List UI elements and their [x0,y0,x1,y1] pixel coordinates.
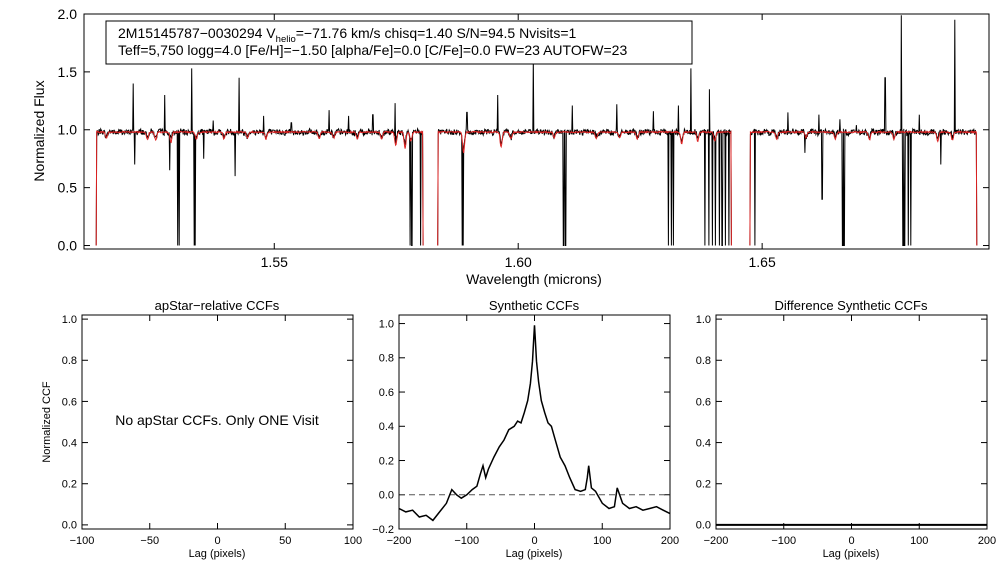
info-line-1-prefix: 2M15145787−0030294 V [118,25,276,41]
difference-ccf-x-tick-label: 0 [848,535,854,547]
difference-ccf-y-tick-label: 0.6 [696,396,711,408]
spectrum-x-tick-label: 1.55 [261,254,288,270]
difference-ccf-x-axis-label: Lag (pixels) [823,548,880,560]
spectrum-y-axis-label: Normalized Flux [31,80,47,181]
apstar-ccf-y-tick-label: 0.4 [62,437,77,449]
observed-spectrum-chip-3 [749,15,978,246]
synthetic-ccf-x-tick-label: −200 [387,535,412,547]
spectrum-y-tick-label: 0.5 [58,180,78,196]
synthetic-ccf-x-tick-label: −100 [454,535,479,547]
model-spectrum-chip-2 [437,129,732,246]
synthetic-ccf-y-tick-label: 0.2 [379,455,394,467]
difference-ccf-x-tick-label: −100 [771,535,796,547]
info-line-1-subscript: helio [276,34,296,45]
synthetic-ccf-y-tick-label: 0.4 [379,421,394,433]
apstar-ccf-x-tick-label: −50 [140,535,159,547]
info-line-1-suffix: =−71.76 km/s chisq=1.40 S/N=94.5 Nvisits… [296,25,577,41]
spectrum-panel: 1.55 1.60 1.65 0.0 0.5 1.0 1.5 2.0 2M15145787−0… [31,6,990,287]
difference-ccf-y-tick-label: 1.0 [696,314,711,326]
spectrum-x-tick-label: 1.60 [505,254,532,270]
apstar-ccf-x-tick-label: 50 [279,535,291,547]
apstar-ccf-y-tick-label: 0.0 [62,520,77,532]
spectrum-y-tick-label: 0.0 [58,237,78,253]
difference-ccf-y-tick-label: 0.2 [696,479,711,491]
apstar-ccf-title: apStar−relative CCFs [155,298,280,313]
spectrum-plot-frame [83,13,990,250]
info-line-2: Teff=5,750 logg=4.0 [Fe/H]=−1.50 [alpha/… [118,42,627,58]
synthetic-ccf-x-tick-label: 200 [661,535,679,547]
synthetic-ccf-y-tick-label: 1.0 [379,318,394,330]
spectrum-x-axis-label: Wavelength (microns) [466,271,602,287]
apstar-ccf-x-axis-label: Lag (pixels) [189,548,246,560]
apstar-ccf-annotation: No apStar CCFs. Only ONE Visit [115,412,319,428]
apstar-ccf-y-axis-label: Normalized CCF [41,381,53,463]
synthetic-ccf-series [398,325,671,522]
synthetic-ccf-y-tick-label: −0.2 [372,524,394,536]
difference-ccf-title: Difference Synthetic CCFs [775,298,928,313]
spectrum-y-tick-label: 1.5 [58,64,78,80]
synthetic-ccf-title: Synthetic CCFs [489,298,580,313]
difference-ccf-y-tick-label: 0.0 [696,520,711,532]
synthetic-ccf-panel: −200 −100 0 100 200 −0.2 0.0 0.2 0.4 0.6 0.8 1.0 Sy… [372,298,679,560]
apstar-ccf-x-tick-label: −100 [70,535,95,547]
difference-ccf-plot-frame [715,314,988,530]
synthetic-ccf-plot-frame [398,314,671,530]
spectrum-ticks: 1.55 1.60 1.65 0.0 0.5 1.0 1.5 2.0 [58,6,989,270]
apstar-ccf-y-tick-label: 0.6 [62,396,77,408]
info-line-1: 2M15145787−0030294 Vhelio=−71.76 km/s ch… [118,25,576,45]
apstar-ccf-x-tick-label: 0 [214,535,220,547]
spectrum-series [95,15,978,246]
synthetic-ccf-x-tick-label: 0 [531,535,537,547]
synthetic-ccf-line [398,325,671,522]
difference-ccf-panel: −200 −100 0 100 200 0.0 0.2 0.4 0.6 0.8 1.0 Differ… [696,298,996,560]
difference-ccf-ticks: −200 −100 0 100 200 0.0 0.2 0.4 0.6 0.8 1.0 [696,314,996,547]
synthetic-ccf-y-tick-label: 0.6 [379,387,394,399]
spectrum-info-box: 2M15145787−0030294 Vhelio=−71.76 km/s ch… [105,20,693,65]
difference-ccf-x-tick-label: 100 [910,535,928,547]
difference-ccf-x-tick-label: 200 [978,535,996,547]
model-spectrum-chip-3 [749,130,978,246]
apstar-ccf-panel: −100 −50 0 50 100 0.0 0.2 0.4 0.6 0.8 1.0 apStar−r… [41,298,362,560]
difference-ccf-x-tick-label: −200 [704,535,729,547]
synthetic-ccf-y-tick-label: 0.8 [379,353,394,365]
difference-ccf-y-tick-label: 0.8 [696,355,711,367]
synthetic-ccf-x-axis-label: Lag (pixels) [506,548,563,560]
apstar-ccf-y-tick-label: 1.0 [62,314,77,326]
synthetic-ccf-x-tick-label: 100 [593,535,611,547]
apstar-ccf-y-tick-label: 0.8 [62,355,77,367]
apstar-ccf-plot-frame [81,314,354,530]
apstar-ccf-y-tick-label: 0.2 [62,479,77,491]
spectrum-y-tick-label: 2.0 [58,6,78,22]
model-spectrum-chip-1 [95,130,424,246]
spectrum-x-tick-label: 1.65 [749,254,776,270]
synthetic-ccf-y-tick-label: 0.0 [379,490,394,502]
apstar-ccf-x-tick-label: 100 [344,535,362,547]
difference-ccf-y-tick-label: 0.4 [696,437,711,449]
info-box-frame [105,20,693,65]
spectrum-y-tick-label: 1.0 [58,122,78,138]
apstar-ccf-ticks: −100 −50 0 50 100 0.0 0.2 0.4 0.6 0.8 1.0 [62,314,362,547]
